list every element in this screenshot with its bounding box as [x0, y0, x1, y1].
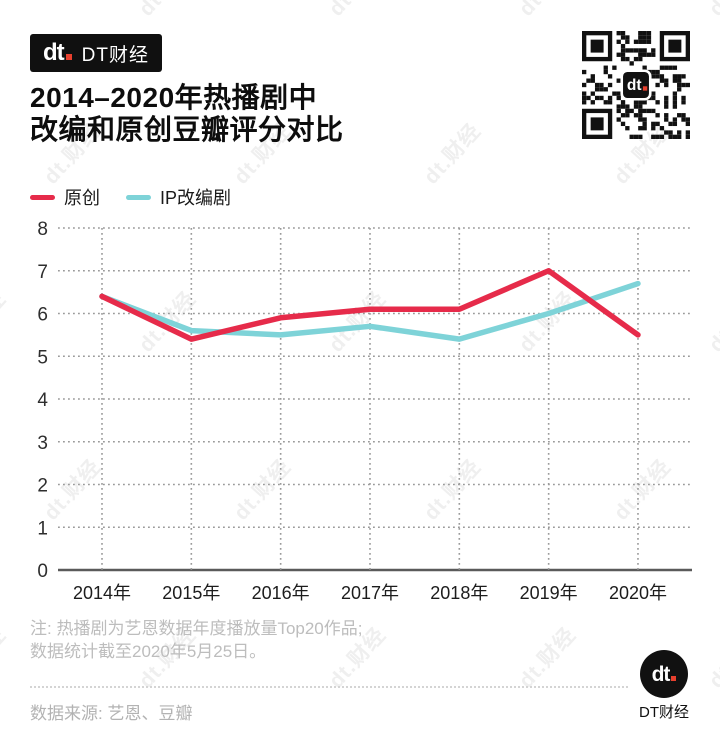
source-note: 数据来源: 艺恩、豆瓣 [30, 704, 193, 723]
dotted-separator [30, 686, 628, 688]
svg-text:8: 8 [37, 219, 48, 240]
svg-text:2020年: 2020年 [609, 583, 667, 603]
legend-swatch-ip [126, 194, 151, 200]
svg-text:dt: dt [627, 77, 642, 94]
title-line-2: 改编和原创豆瓣评分对比 [30, 114, 344, 145]
legend-item-original: 原创 [30, 184, 100, 210]
svg-text:2016年: 2016年 [252, 583, 310, 603]
note-line-2: 数据统计截至2020年5月25日。 [30, 642, 267, 661]
line-chart: 0 1 2 3 4 5 6 7 8 2014年 2015年 2016年 2017年 2018年 2019年 2… [37, 219, 692, 603]
chart-legend: 原创 IP改编剧 [30, 184, 231, 210]
header-badge: dt DT财经 [30, 34, 162, 72]
svg-text:6: 6 [37, 305, 48, 326]
note-line-1: 注: 热播剧为艺恩数据年度播放量Top20作品; [30, 619, 363, 638]
svg-text:2015年: 2015年 [162, 583, 220, 603]
chart-note: 注: 热播剧为艺恩数据年度播放量Top20作品; 数据统计截至2020年5月25… [30, 617, 363, 663]
footer-logo-dot-icon [671, 675, 677, 681]
qr-code: dt [582, 31, 690, 139]
legend-label-ip: IP改编剧 [160, 188, 232, 208]
svg-text:7: 7 [37, 262, 48, 283]
footer-brand: DT财经 [639, 704, 689, 721]
svg-text:2: 2 [37, 476, 48, 497]
svg-text:2017年: 2017年 [341, 583, 399, 603]
svg-text:2019年: 2019年 [520, 583, 578, 603]
dt-logo: dt [43, 41, 72, 65]
brand-label: DT财经 [81, 44, 149, 66]
logo-dot-icon [65, 54, 72, 60]
svg-text:1: 1 [37, 518, 48, 539]
footer-logo: dt [640, 650, 688, 698]
svg-text:2018年: 2018年 [430, 583, 488, 603]
legend-item-ip: IP改编剧 [126, 184, 231, 210]
page-title: 2014–2020年热播剧中 改编和原创豆瓣评分对比 [30, 82, 344, 146]
footer-dt-logo: dt [652, 664, 677, 685]
svg-text:2014年: 2014年 [73, 583, 131, 603]
svg-text:0: 0 [37, 561, 48, 582]
legend-swatch-original [30, 194, 55, 200]
title-line-1: 2014–2020年热播剧中 [30, 82, 318, 113]
svg-text:3: 3 [37, 433, 48, 454]
svg-text:4: 4 [37, 390, 48, 411]
svg-text:5: 5 [37, 347, 48, 368]
legend-label-original: 原创 [64, 188, 100, 208]
